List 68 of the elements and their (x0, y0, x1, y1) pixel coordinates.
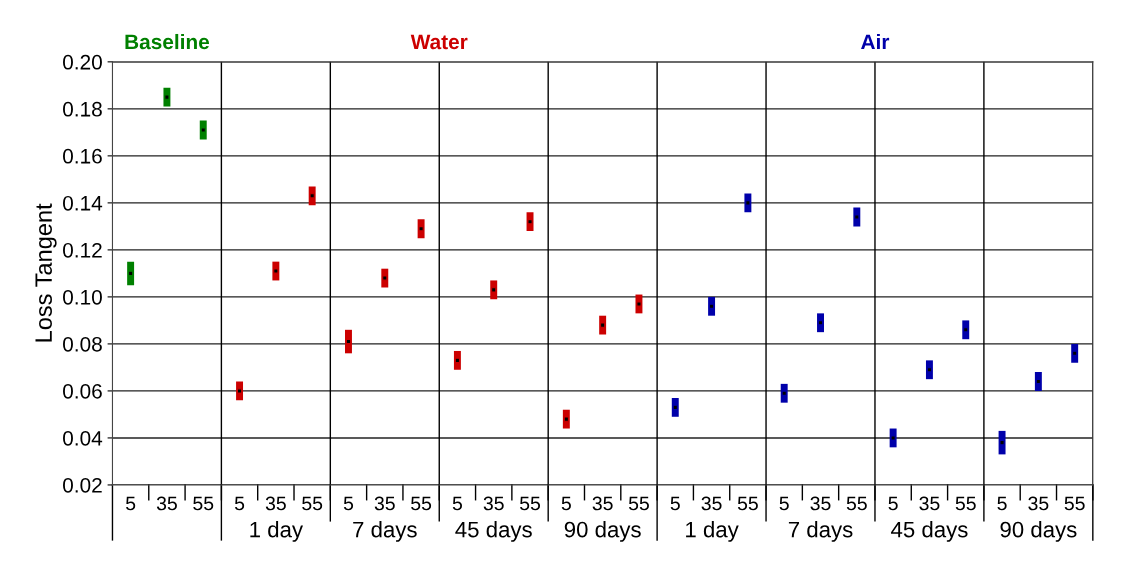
x-tick-label: 5 (343, 496, 354, 511)
x-tick-label: 35 (810, 496, 831, 511)
y-tick-label: 0.04 (63, 430, 103, 446)
point (563, 416, 569, 422)
x-tick-label: 35 (592, 496, 613, 511)
point (527, 219, 533, 225)
x-tick-label: 55 (737, 496, 758, 511)
point (890, 435, 896, 441)
point (309, 193, 315, 199)
x-tick-label: 55 (846, 496, 867, 511)
point (164, 94, 170, 100)
x-tick-label: 5 (452, 496, 462, 511)
x-tick-label: 35 (919, 496, 940, 511)
text: 7 days (353, 521, 417, 542)
text: 90 days (1000, 521, 1077, 542)
text: 45 days (455, 521, 532, 542)
text: Water (410, 34, 468, 50)
y-tick-label: 0.18 (63, 101, 102, 117)
y-tick-label: 0.12 (63, 242, 102, 258)
x-tick-label: 55 (302, 496, 323, 511)
x-tick-label: 5 (997, 496, 1007, 511)
y-axis-title: Loss Tangent (35, 203, 57, 342)
x-tick-label: 35 (156, 496, 177, 511)
x-tick-label: 35 (483, 496, 504, 511)
y-tick-label: 0.14 (63, 195, 103, 211)
x-tick-label: 55 (519, 496, 541, 511)
text: 7 days (788, 521, 853, 542)
text: 45 days (891, 521, 968, 542)
point (273, 268, 279, 274)
x-tick-label: 35 (374, 496, 395, 511)
point (236, 388, 243, 394)
y-tick-label: 0.20 (63, 54, 102, 70)
point (963, 327, 969, 333)
y-tick-label: 0.08 (63, 336, 102, 352)
x-tick-label: 5 (670, 496, 680, 511)
point (781, 390, 787, 396)
text: 1 day (686, 521, 739, 542)
x-tick-label: 5 (234, 496, 245, 511)
point (418, 226, 424, 232)
x-tick-label: 5 (561, 496, 571, 511)
point (200, 127, 206, 133)
x-tick-label: 5 (888, 496, 898, 511)
y-tick-label: 0.06 (63, 383, 102, 399)
x-tick-label: 35 (701, 496, 722, 511)
point (1072, 350, 1078, 356)
x-tick-label: 55 (1064, 496, 1085, 511)
point (854, 214, 860, 220)
x-tick-label: 5 (125, 496, 136, 511)
point (491, 287, 497, 293)
y-tick-label: 0.16 (63, 148, 102, 164)
point (382, 275, 388, 281)
text: 1 day (250, 521, 303, 542)
text: 90 days (564, 521, 641, 542)
x-tick-label: 35 (1028, 496, 1049, 511)
point (600, 322, 606, 328)
point (636, 301, 642, 307)
text: Air (861, 33, 890, 50)
y-tick-label: 0.10 (63, 289, 102, 305)
point (926, 367, 933, 373)
text: Baseline (125, 33, 210, 50)
x-tick-label: 55 (628, 496, 649, 511)
x-tick-label: 55 (193, 496, 214, 511)
y-tick-label: 0.02 (63, 477, 102, 493)
x-tick-label: 55 (411, 496, 432, 511)
x-tick-label: 35 (265, 496, 286, 511)
x-tick-label: 5 (779, 496, 789, 511)
x-tick-label: 55 (955, 496, 976, 511)
point (745, 200, 751, 206)
